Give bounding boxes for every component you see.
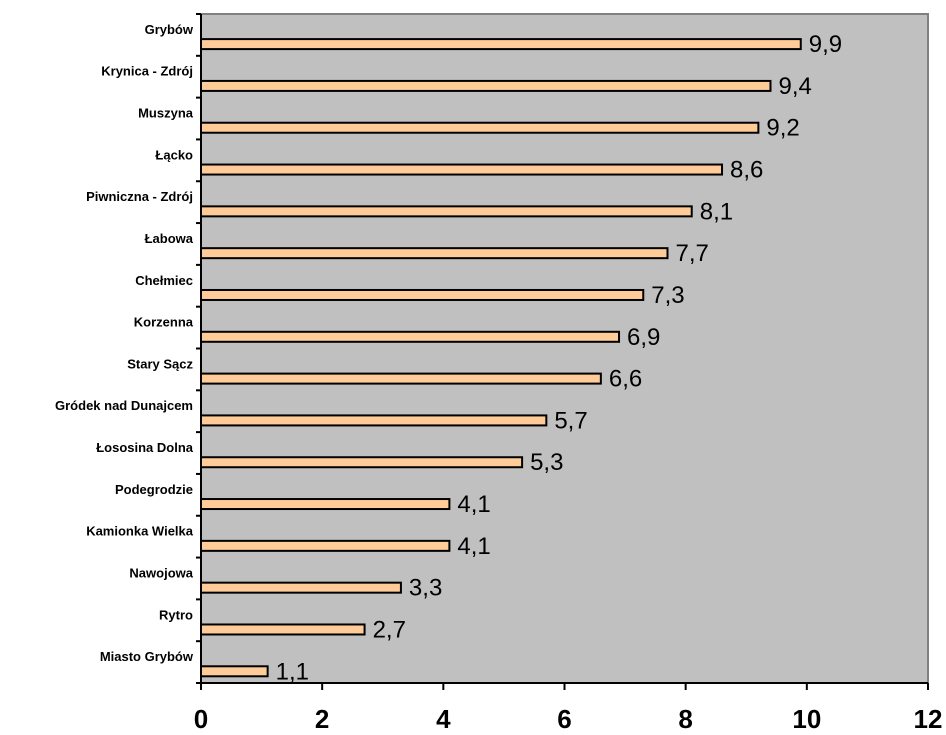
bar xyxy=(200,498,451,511)
value-label: 4,1 xyxy=(457,533,490,560)
x-tick-label: 2 xyxy=(315,704,329,734)
value-label: 3,3 xyxy=(409,575,442,602)
category-label: Miasto Grybów xyxy=(100,649,194,664)
value-label: 9,4 xyxy=(778,73,811,100)
category-label: Korzenna xyxy=(134,315,194,330)
x-tick-label: 8 xyxy=(678,704,692,734)
category-label: Piwniczna - Zdrój xyxy=(86,189,193,204)
category-label: Łososina Dolna xyxy=(96,440,194,455)
bar xyxy=(200,288,645,301)
x-tick-label: 10 xyxy=(792,704,821,734)
value-label: 2,7 xyxy=(373,616,406,643)
bar xyxy=(200,38,802,51)
bar xyxy=(200,121,760,134)
bar xyxy=(200,665,269,678)
category-label: Grybów xyxy=(145,22,194,37)
bar xyxy=(200,163,724,176)
value-label: 9,9 xyxy=(809,31,842,58)
category-label: Rytro xyxy=(159,607,193,622)
value-label: 6,6 xyxy=(609,366,642,393)
bar xyxy=(200,623,366,636)
bar xyxy=(200,205,693,218)
x-tick-label: 0 xyxy=(194,704,208,734)
bars-group xyxy=(200,38,802,678)
bar xyxy=(200,247,669,260)
bar xyxy=(200,581,402,594)
value-label: 4,1 xyxy=(457,491,490,518)
category-label: Kamionka Wielka xyxy=(86,524,194,539)
category-label: Łabowa xyxy=(145,231,194,246)
value-label: 5,3 xyxy=(530,449,563,476)
category-label: Łącko xyxy=(155,147,193,162)
category-label: Chełmiec xyxy=(135,273,193,288)
value-label: 8,6 xyxy=(730,157,763,184)
bar xyxy=(200,456,524,469)
category-label: Gródek nad Dunajcem xyxy=(55,398,193,413)
value-labels-group: 9,9 9,4 9,28,6 8,1 7,7 7,3 6,9 6,6 5,7 5,3 4,1 4,1 3… xyxy=(276,31,843,685)
x-ticks-group xyxy=(200,683,929,690)
x-tick-label: 12 xyxy=(914,704,943,734)
category-label: Podegrodzie xyxy=(115,482,193,497)
bar xyxy=(200,539,451,552)
category-label: Nawojowa xyxy=(129,565,193,580)
category-labels-group: Grybów Krynica - Zdrój Muszyna Łącko Piwnicz… xyxy=(55,22,194,664)
value-label: 8,1 xyxy=(700,198,733,225)
value-label: 5,7 xyxy=(554,407,587,434)
value-label: 1,1 xyxy=(276,658,309,685)
bar xyxy=(200,372,602,385)
bar xyxy=(200,414,548,427)
x-tick-label: 6 xyxy=(557,704,571,734)
x-tick-labels-group: 0 2 4 6 8 10 12 xyxy=(194,704,943,734)
category-label: Krynica - Zdrój xyxy=(101,64,193,79)
value-label: 7,7 xyxy=(675,240,708,267)
y-ticks-group xyxy=(196,13,201,684)
value-label: 9,2 xyxy=(766,115,799,142)
bar xyxy=(200,79,772,92)
x-tick-label: 4 xyxy=(436,704,451,734)
category-label: Stary Sącz xyxy=(127,356,193,371)
category-label: Muszyna xyxy=(138,106,194,121)
value-label: 7,3 xyxy=(651,282,684,309)
bar xyxy=(200,330,621,343)
value-label: 6,9 xyxy=(627,324,660,351)
